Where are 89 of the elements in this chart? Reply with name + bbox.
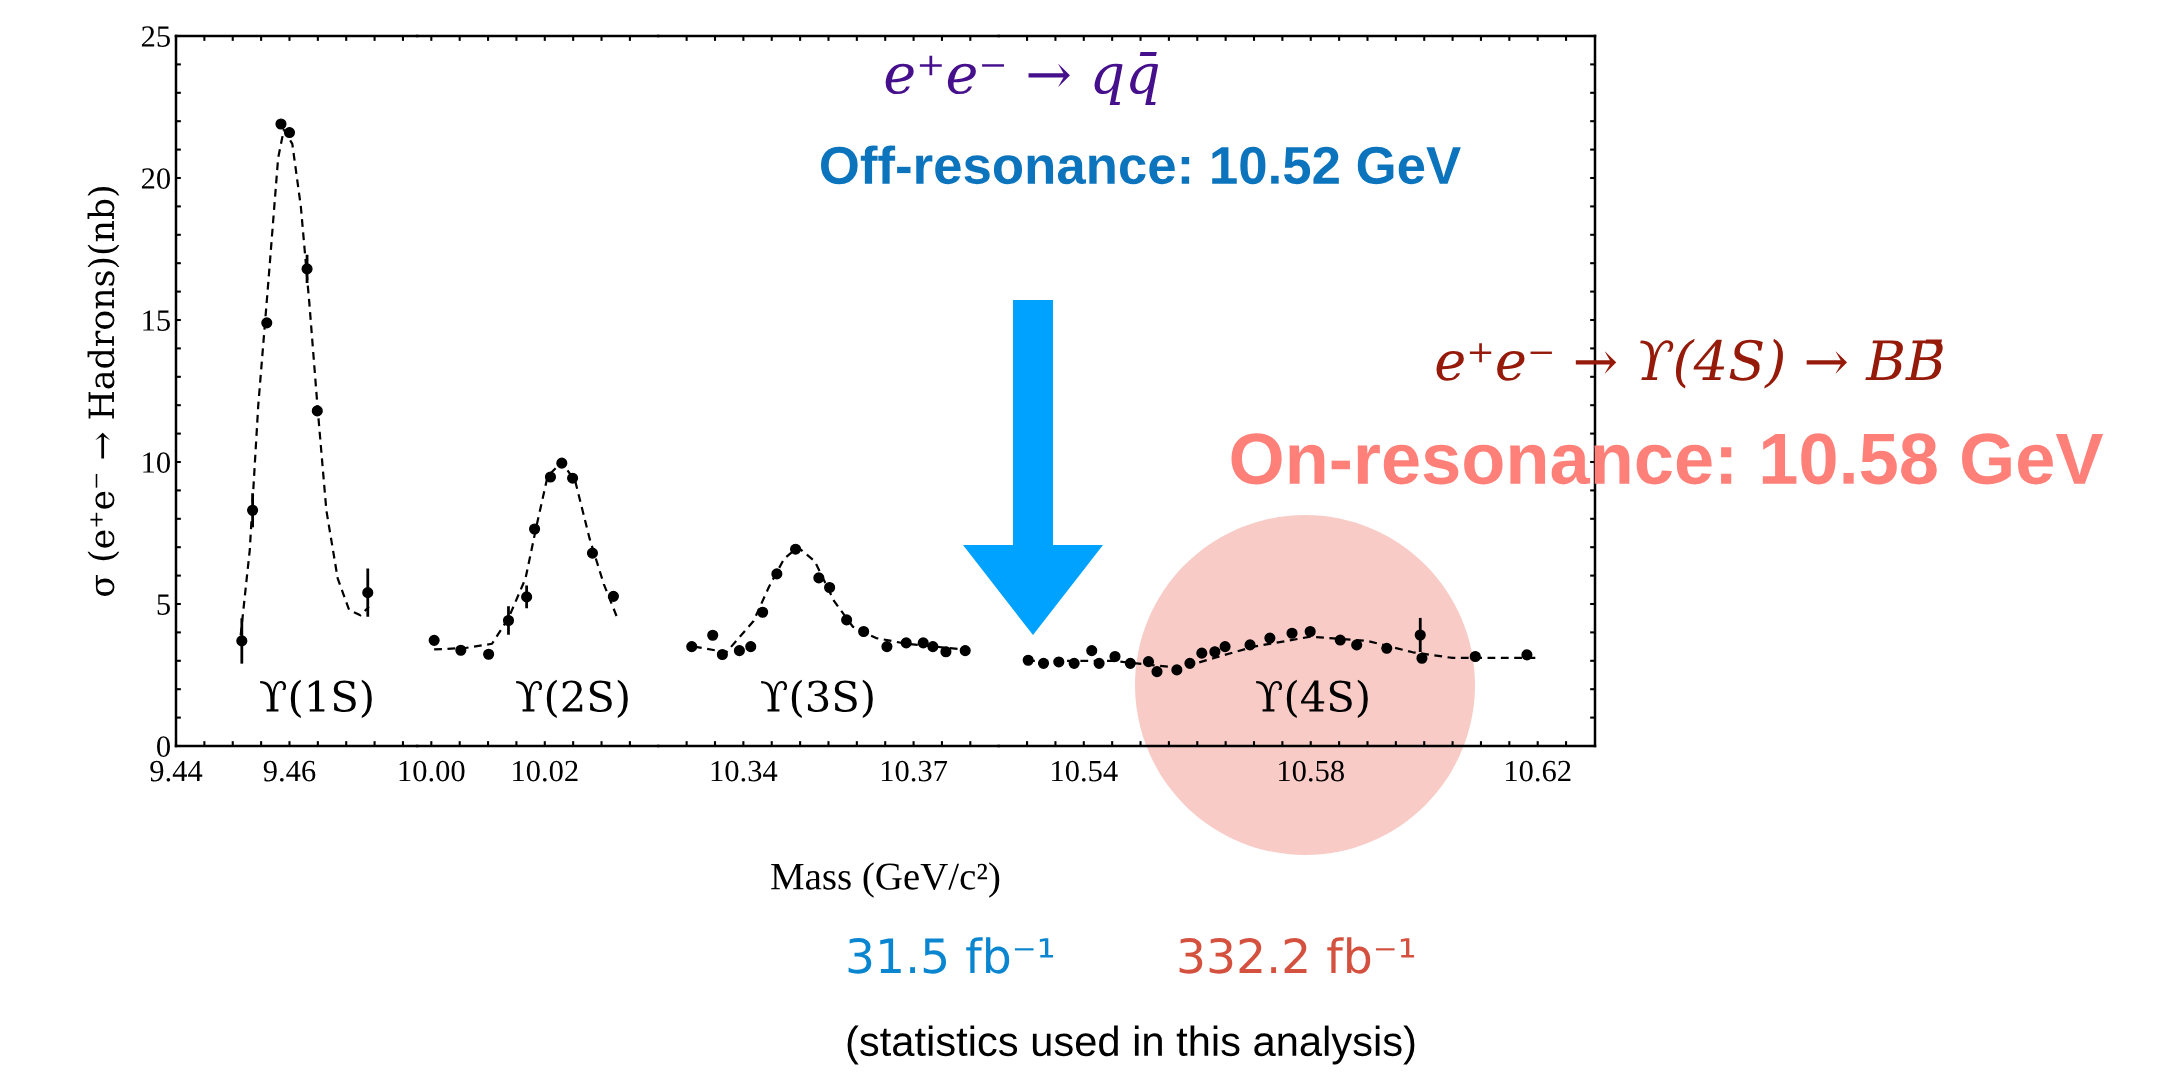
point [1209,646,1221,658]
point [502,614,515,627]
point [1184,657,1196,669]
point [247,504,259,516]
point [1414,629,1426,641]
y-tick-label: 20 [141,168,170,189]
point [1068,657,1080,669]
point [1264,632,1276,644]
point [959,645,971,657]
point [455,644,467,656]
annotation: e⁺e⁻ → qq̄ [885,51,1159,105]
annotation: ϒ(1S) [260,679,372,718]
point [1171,664,1183,676]
point [1334,634,1346,646]
y-tick-label: 0 [157,736,170,757]
point [556,457,568,469]
point [858,625,870,638]
x-tick-label: 10.02 [513,760,578,782]
point [1037,657,1050,669]
x-tick-label: 9.44 [150,760,203,782]
point [362,587,374,599]
point [1351,639,1363,651]
point [283,127,296,139]
point [841,614,853,626]
point [686,641,698,653]
point [1053,656,1065,668]
x-tick-label: 10.54 [1052,760,1118,782]
y-tick-label: 10 [143,452,170,473]
point [567,472,579,484]
point [1416,652,1428,664]
x-tick-label: 10.34 [711,760,778,782]
point [707,629,719,641]
annotation: ϒ(4S) [1256,679,1368,718]
point [745,641,757,653]
x-tick-label: 10.62 [1506,760,1571,782]
point [1286,627,1298,639]
x-tick-label: 10.37 [881,760,948,782]
point [301,263,313,275]
point [483,648,495,660]
point [1381,642,1393,654]
annotation: ϒ(3S) [761,679,873,718]
point [544,471,557,483]
point [261,317,273,329]
point [521,591,533,603]
point [824,581,836,594]
point [1219,641,1231,653]
point [1521,649,1533,661]
x-tick-label: 10.58 [1279,760,1344,782]
point [1093,657,1105,669]
point [311,405,323,417]
y-axis-title: σ (e⁺e⁻ → Hadrons)(nb) [87,187,120,596]
point [733,645,745,657]
x-axis-title: Mass (GeV/c²) [771,862,1000,898]
point [790,543,802,555]
y-tick-label: 15 [143,310,170,331]
text: 31.5 fb⁻¹ [848,937,1054,974]
point [1124,657,1136,669]
point [1142,656,1155,668]
point [1022,654,1034,666]
point [428,634,440,646]
point [236,635,248,647]
point [716,648,728,661]
point [900,637,912,649]
point [1196,647,1208,659]
y-tick-label: 25 [141,26,170,47]
point [275,118,287,130]
y-tick-label: 5 [157,594,170,615]
point [917,637,929,649]
point [1109,650,1121,663]
point [881,641,893,653]
annotation: Off-resonance: 10.52 GeV [821,145,1461,185]
point [1244,639,1256,651]
point [757,606,769,618]
point [1469,650,1481,663]
point [586,547,599,559]
point [1086,645,1098,657]
point [927,641,939,653]
point [813,572,825,584]
text: (statistics used in this analysis) [847,1025,1415,1065]
annotation: ϒ(2S) [516,679,628,718]
point [1304,625,1316,638]
point [1151,666,1163,678]
x-tick-label: 10.00 [399,760,465,782]
point [607,590,620,602]
point [771,568,783,580]
point [529,523,541,535]
text: 332.2 fb⁻¹ [1179,937,1415,974]
point [940,646,952,658]
x-tick-label: 9.46 [263,760,316,782]
